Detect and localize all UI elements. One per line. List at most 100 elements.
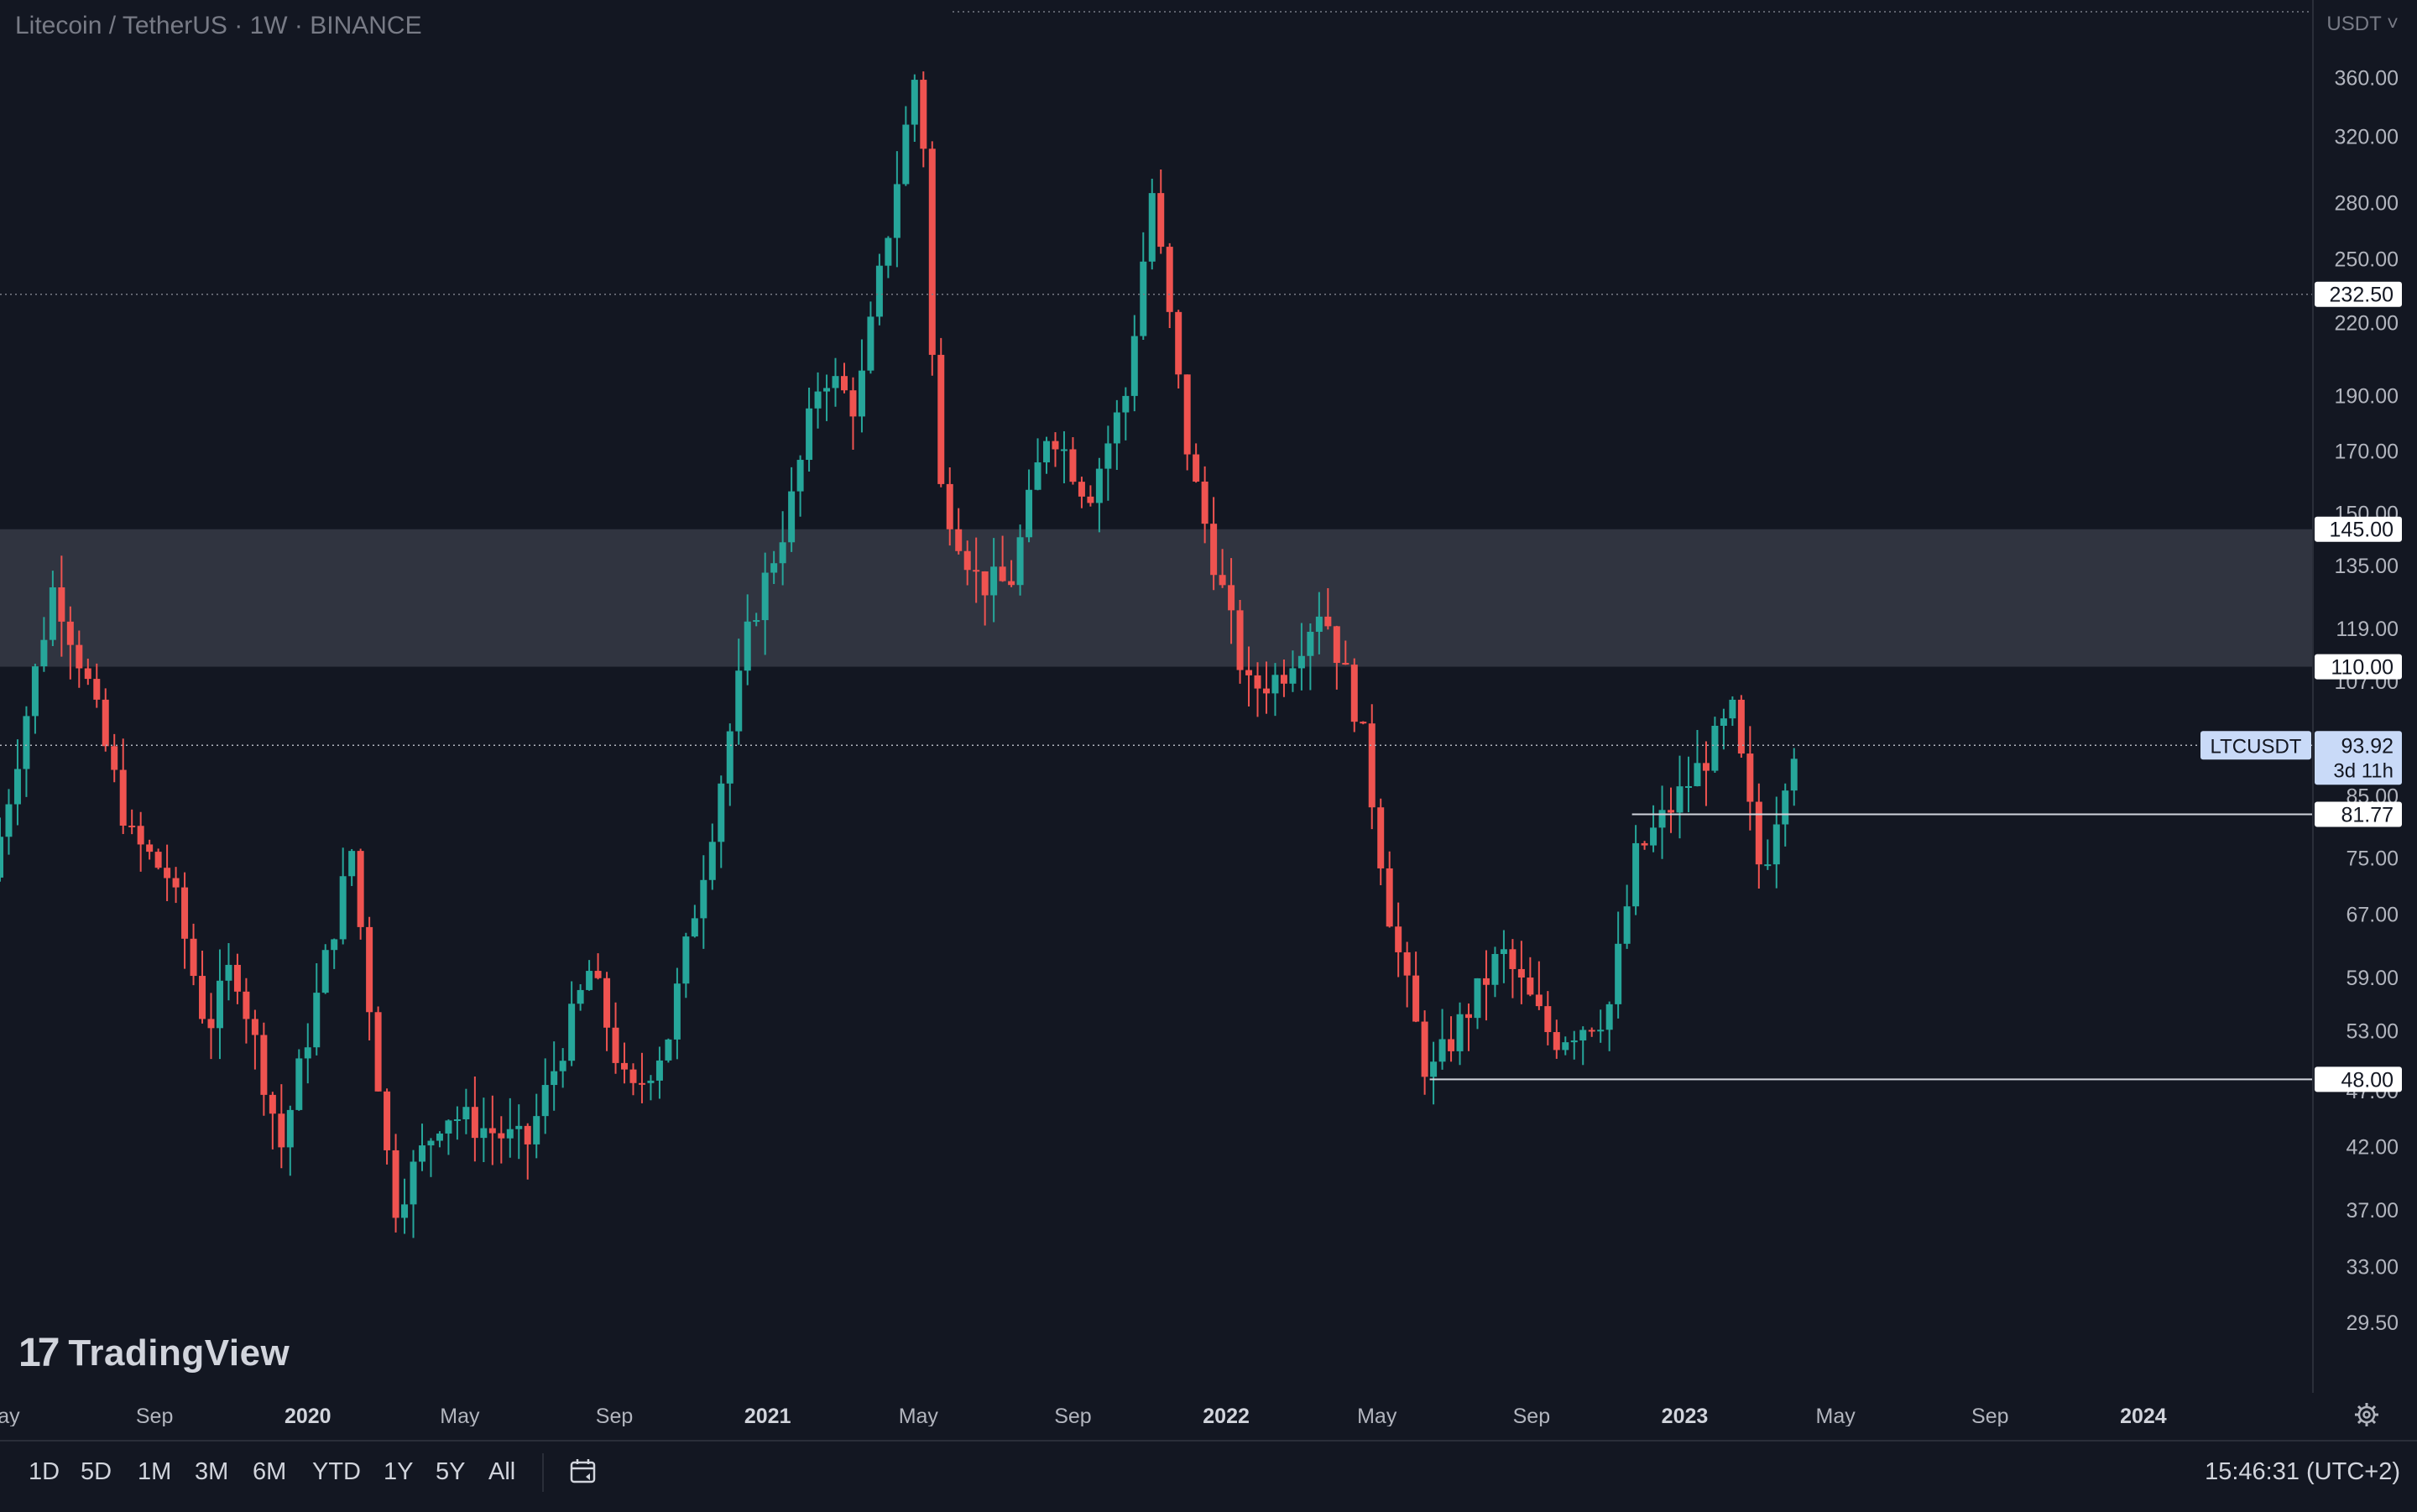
candle-body: [1729, 699, 1736, 719]
price-tick-label: 29.50: [2346, 1311, 2399, 1335]
range-button-5d[interactable]: 5D: [81, 1458, 112, 1485]
candle-body: [286, 1109, 294, 1148]
candle-body: [655, 1060, 663, 1081]
candle-body: [1746, 753, 1754, 802]
candle: [1448, 1016, 1455, 1062]
candle: [770, 550, 778, 584]
candle: [321, 944, 329, 994]
candle: [1737, 695, 1745, 759]
candle-body: [1201, 481, 1208, 524]
candle: [49, 571, 56, 647]
tradingview-logo-text: TradingView: [68, 1332, 290, 1374]
candle-body: [190, 938, 197, 977]
time-tick-label: 2020: [285, 1405, 331, 1426]
range-button-1d[interactable]: 1D: [29, 1458, 60, 1485]
candle-body: [453, 1118, 461, 1121]
candle-body: [1684, 785, 1692, 788]
candle-body: [146, 844, 154, 852]
candle: [260, 1022, 268, 1116]
candle-body: [40, 639, 48, 667]
candle: [384, 1088, 391, 1165]
price-chart[interactable]: 360.00 320.00 280.00 250.00 220.00 190.00 170.…: [0, 0, 2417, 1426]
range-button-1m[interactable]: 1M: [138, 1458, 172, 1485]
candle: [1219, 549, 1226, 588]
candle-body: [233, 964, 241, 992]
candle-body: [5, 804, 13, 837]
candle: [796, 455, 804, 517]
candle-body: [1052, 441, 1059, 450]
candle-body: [199, 976, 206, 1019]
gear-icon[interactable]: [2353, 1401, 2380, 1428]
candle-body: [216, 980, 223, 1029]
last-price-value: 93.92: [2341, 734, 2394, 758]
candle-body: [1579, 1030, 1587, 1041]
candle-body: [559, 1061, 566, 1071]
candle-body: [66, 621, 74, 645]
currency-selector[interactable]: USDT ˅: [2326, 13, 2399, 35]
chart-title: Litecoin / TetherUS · 1W · BINANCE: [15, 12, 422, 39]
clock-readout[interactable]: 15:46:31 (UTC+2): [2205, 1458, 2400, 1485]
candle-body: [1130, 336, 1138, 396]
candle-body: [946, 483, 953, 529]
candle: [647, 1075, 655, 1101]
candle-body: [928, 149, 936, 355]
candle: [779, 511, 786, 586]
candle-body: [313, 993, 321, 1048]
candle: [1368, 704, 1376, 830]
candle: [524, 1123, 531, 1180]
candle: [1307, 623, 1314, 691]
tradingview-logo[interactable]: 17 TradingView: [18, 1330, 290, 1376]
candle: [0, 817, 3, 882]
candle-body: [621, 1062, 629, 1070]
candle: [1333, 625, 1340, 690]
candle-body: [594, 971, 602, 978]
candle-body: [893, 184, 901, 238]
candle: [920, 71, 927, 168]
candle-body: [251, 1019, 258, 1035]
candle: [1148, 178, 1156, 270]
range-button-ytd[interactable]: YTD: [312, 1458, 361, 1485]
candle: [1034, 438, 1041, 491]
price-tick-label: 42.00: [2346, 1136, 2399, 1160]
range-button-6m[interactable]: 6M: [253, 1458, 287, 1485]
range-button-5y[interactable]: 5Y: [436, 1458, 466, 1485]
candle: [673, 967, 681, 1060]
candle: [638, 1052, 645, 1103]
price-tick-label: 33.00: [2346, 1256, 2399, 1280]
candle-body: [1095, 468, 1103, 503]
candle-body: [955, 529, 963, 551]
candle-body: [0, 837, 3, 878]
candle: [955, 508, 963, 555]
price-tick-label: 320.00: [2335, 125, 2399, 149]
candle: [1668, 787, 1675, 833]
range-button-3m[interactable]: 3M: [195, 1458, 229, 1485]
range-button-1y[interactable]: 1Y: [384, 1458, 414, 1485]
candle: [806, 388, 813, 472]
candle-body: [867, 316, 874, 371]
candle-body: [1219, 575, 1226, 586]
candle-body: [638, 1082, 645, 1085]
symbol-tag-text: LTCUSDT: [2211, 735, 2302, 758]
candle-body: [111, 746, 118, 770]
candle: [445, 1119, 452, 1155]
range-button-all[interactable]: All: [488, 1458, 516, 1485]
candle: [1527, 957, 1534, 997]
candle: [1350, 658, 1358, 733]
candles: [0, 71, 1798, 1238]
candle: [1474, 978, 1481, 1030]
calendar-icon[interactable]: [569, 1457, 599, 1487]
candle: [718, 775, 725, 868]
candle: [1140, 232, 1147, 340]
candle-body: [462, 1107, 470, 1119]
candle: [506, 1098, 514, 1158]
candle-body: [770, 563, 778, 573]
candle: [753, 613, 760, 627]
candle-body: [849, 390, 857, 417]
candle-body: [137, 826, 144, 845]
candle: [1465, 1003, 1473, 1051]
candle: [1676, 755, 1684, 839]
candle-body: [647, 1080, 655, 1083]
candle: [181, 872, 189, 969]
candle-body: [506, 1129, 514, 1139]
candle-body: [665, 1039, 672, 1061]
